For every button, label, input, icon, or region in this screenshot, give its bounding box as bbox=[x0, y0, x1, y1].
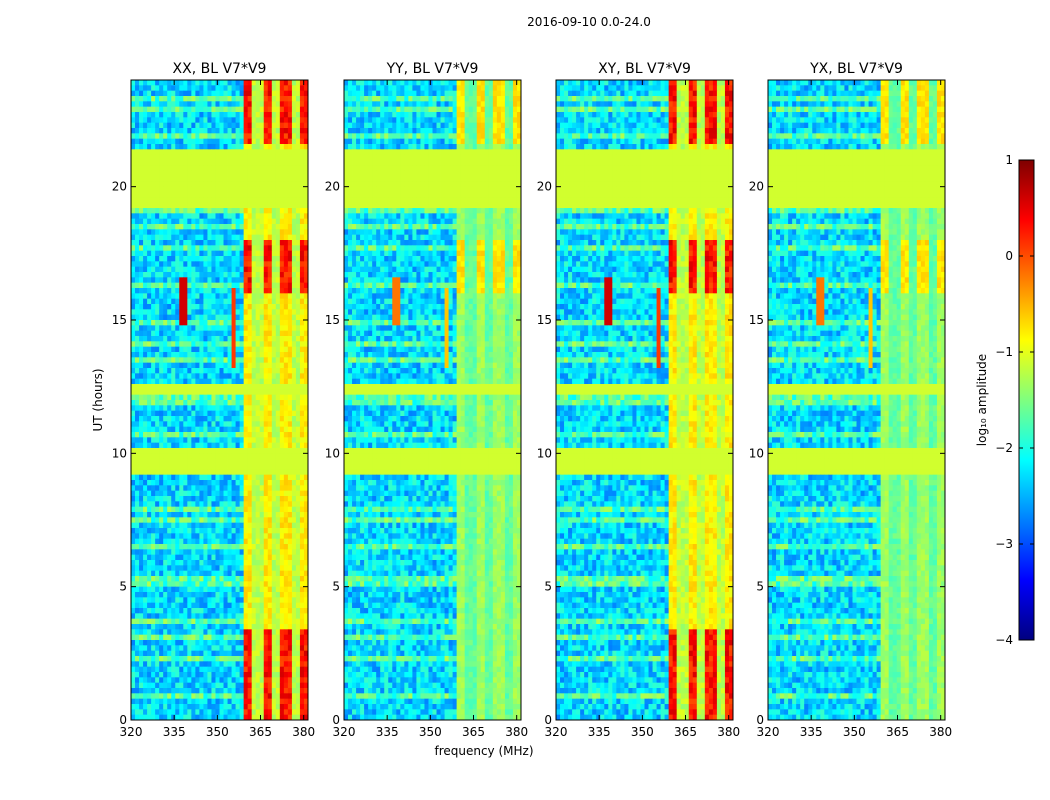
x-tick-label: 350 bbox=[631, 725, 654, 739]
y-tick-label: 20 bbox=[749, 180, 764, 194]
y-tick-label: 15 bbox=[749, 313, 764, 327]
panel-title: YX, BL V7*V9 bbox=[809, 61, 903, 77]
x-tick-label: 365 bbox=[674, 725, 697, 739]
y-tick-label: 15 bbox=[112, 313, 127, 327]
x-tick-label: 380 bbox=[292, 725, 315, 739]
spectrogram bbox=[131, 80, 309, 721]
axes-frame bbox=[555, 79, 734, 721]
x-tick-label: 335 bbox=[800, 725, 823, 739]
x-tick-label: 350 bbox=[419, 725, 442, 739]
x-axis-label: frequency (MHz) bbox=[434, 744, 533, 758]
panel-title: XY, BL V7*V9 bbox=[598, 61, 691, 77]
figure-suptitle: 2016-09-10 0.0-24.0 bbox=[527, 15, 651, 29]
y-tick-label: 5 bbox=[756, 580, 764, 594]
x-tick-label: 365 bbox=[462, 725, 485, 739]
y-tick-label: 5 bbox=[544, 580, 552, 594]
x-tick-label: 365 bbox=[886, 725, 909, 739]
colorbar-tick-label: −3 bbox=[995, 537, 1013, 551]
y-tick-label: 10 bbox=[325, 446, 340, 460]
x-tick-label: 380 bbox=[929, 725, 952, 739]
y-tick-label: 20 bbox=[537, 180, 552, 194]
y-tick-label: 5 bbox=[332, 580, 340, 594]
y-tick-label: 20 bbox=[325, 180, 340, 194]
colorbar-tick-label: 1 bbox=[1005, 153, 1013, 167]
y-tick-label: 0 bbox=[119, 713, 127, 727]
colorbar-gradient bbox=[1018, 159, 1035, 641]
y-tick-label: 15 bbox=[537, 313, 552, 327]
x-tick-label: 365 bbox=[249, 725, 272, 739]
axes-frame bbox=[343, 79, 522, 721]
panel-title: XX, BL V7*V9 bbox=[173, 61, 267, 77]
spectrogram bbox=[344, 80, 522, 721]
panel-yy: YY, BL V7*V9 320 335 350 365 380 0 5 10 15 20 bbox=[325, 61, 528, 739]
x-tick-label: 320 bbox=[333, 725, 356, 739]
y-tick-label: 10 bbox=[537, 446, 552, 460]
x-tick-label: 335 bbox=[588, 725, 611, 739]
panel-xy: XY, BL V7*V9 320 335 350 365 380 0 5 10 15 20 bbox=[537, 61, 740, 739]
y-tick-label: 10 bbox=[749, 446, 764, 460]
colorbar-ticks: 1 0 −1 −2 −3 −4 bbox=[995, 153, 1034, 647]
x-tick-label: 335 bbox=[376, 725, 399, 739]
colorbar-tick-label: −2 bbox=[995, 441, 1013, 455]
y-tick-label: 5 bbox=[119, 580, 127, 594]
spectrogram bbox=[768, 80, 946, 721]
x-tick-label: 380 bbox=[717, 725, 740, 739]
panel-title: YY, BL V7*V9 bbox=[386, 61, 479, 77]
spectrogram bbox=[556, 80, 734, 721]
x-tick-label: 320 bbox=[757, 725, 780, 739]
axes-frame bbox=[767, 79, 946, 721]
colorbar-tick-label: −4 bbox=[995, 633, 1013, 647]
x-tick-label: 320 bbox=[545, 725, 568, 739]
y-axis-label: UT (hours) bbox=[91, 368, 105, 431]
y-tick-label: 10 bbox=[112, 446, 127, 460]
colorbar: 1 0 −1 −2 −3 −4 log₁₀ amplitude bbox=[975, 153, 1035, 647]
colorbar-label: log₁₀ amplitude bbox=[975, 354, 989, 446]
colorbar-tick-label: 0 bbox=[1005, 249, 1013, 263]
axes-frame bbox=[130, 79, 309, 721]
panel-yx: YX, BL V7*V9 320 335 350 365 380 0 5 10 15 20 bbox=[749, 61, 952, 739]
y-tick-label: 0 bbox=[332, 713, 340, 727]
x-tick-label: 380 bbox=[505, 725, 528, 739]
panel-xx: XX, BL V7*V9 320 335 350 365 380 0 5 10 15 20 bbox=[112, 61, 315, 739]
x-tick-label: 335 bbox=[163, 725, 186, 739]
y-tick-label: 0 bbox=[544, 713, 552, 727]
y-tick-label: 0 bbox=[756, 713, 764, 727]
x-tick-label: 320 bbox=[120, 725, 143, 739]
y-tick-label: 15 bbox=[325, 313, 340, 327]
colorbar-tick-label: −1 bbox=[995, 345, 1013, 359]
x-tick-label: 350 bbox=[206, 725, 229, 739]
x-tick-label: 350 bbox=[843, 725, 866, 739]
y-tick-label: 20 bbox=[112, 180, 127, 194]
